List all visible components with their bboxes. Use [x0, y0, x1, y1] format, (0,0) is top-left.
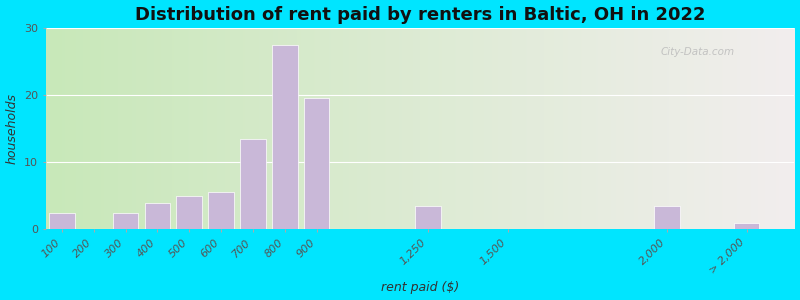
Title: Distribution of rent paid by renters in Baltic, OH in 2022: Distribution of rent paid by renters in … — [135, 6, 706, 24]
Bar — [145, 202, 170, 230]
Bar — [734, 223, 759, 230]
Text: City-Data.com: City-Data.com — [660, 47, 734, 57]
Bar — [304, 98, 330, 230]
Bar — [240, 139, 266, 230]
Bar — [272, 45, 298, 230]
Bar — [654, 206, 680, 230]
Bar — [177, 196, 202, 230]
Bar — [415, 206, 441, 230]
Y-axis label: households: households — [6, 93, 18, 164]
Bar — [49, 213, 74, 230]
Bar — [113, 213, 138, 230]
Bar — [208, 193, 234, 230]
X-axis label: rent paid ($): rent paid ($) — [381, 281, 459, 294]
